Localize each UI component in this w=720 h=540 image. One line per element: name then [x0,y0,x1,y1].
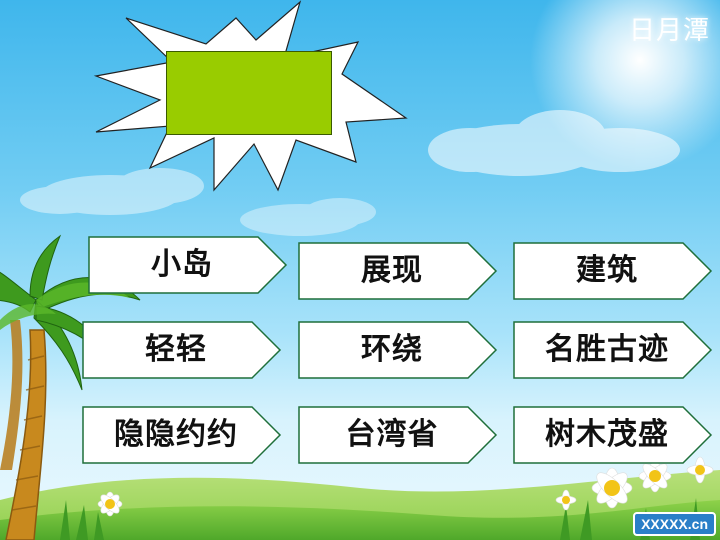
word-label: 名胜古迹 [545,332,669,367]
word-box-6[interactable]: 名胜古迹 [513,321,713,379]
cloud-left [20,168,204,215]
daisy-flower-left [97,491,123,517]
arrow-box-shape [88,236,288,294]
watermark-logo: XXXXX.cn [633,512,716,536]
daisy-flower-far-right [686,456,714,484]
arrow-box-shape [513,242,713,300]
word-box-2[interactable]: 展现 [298,242,498,300]
arrow-box-shape [513,321,713,379]
daisy-flower-small [555,489,577,511]
word-box-4[interactable]: 轻轻 [82,321,282,379]
word-label: 台湾省 [345,417,439,452]
word-box-5[interactable]: 环绕 [298,321,498,379]
palm-trunk [5,329,47,540]
arrow-box-shape [298,406,498,464]
word-box-9[interactable]: 树木茂盛 [513,406,713,464]
arrow-box-shape [82,406,282,464]
arrow-box-shape [298,242,498,300]
daisy-flower-right [638,459,672,493]
word-label: 小岛 [151,247,213,282]
cloud-middle [240,198,376,236]
daisy-flower-right-large [591,467,633,509]
word-box-7[interactable]: 隐隐约约 [82,406,282,464]
arrow-box-shape [513,406,713,464]
arrow-box-shape [298,321,498,379]
word-label: 树木茂盛 [545,417,669,452]
palm-trunk-2 [0,320,23,470]
word-label: 展现 [361,253,423,288]
word-box-8[interactable]: 台湾省 [298,406,498,464]
hill-near [0,500,720,540]
corner-title: 日月潭 [628,16,710,46]
cloud-right [428,110,680,176]
arrow-box-shape [82,321,282,379]
word-label: 环绕 [361,332,423,367]
word-label: 隐隐约约 [114,417,238,452]
word-label: 轻轻 [145,332,207,367]
word-box-3[interactable]: 建筑 [513,242,713,300]
word-label: 建筑 [576,253,638,288]
green-panel [166,51,332,135]
word-box-1[interactable]: 小岛 [88,236,288,294]
